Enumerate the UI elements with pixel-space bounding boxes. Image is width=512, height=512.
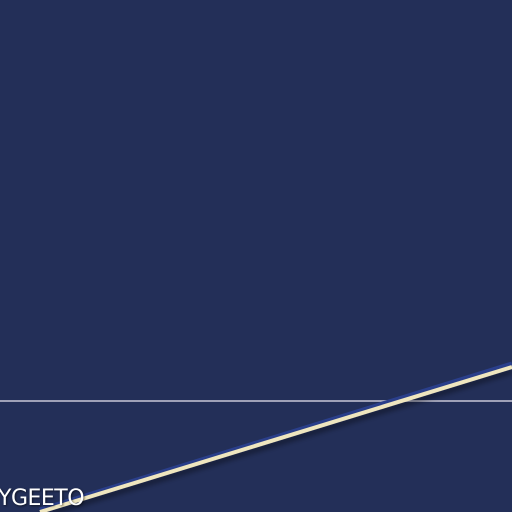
track-edge: [39, 361, 512, 512]
track-line: [39, 365, 512, 512]
caption-text: YGEETO: [0, 486, 85, 511]
horizon-line: [0, 400, 512, 402]
